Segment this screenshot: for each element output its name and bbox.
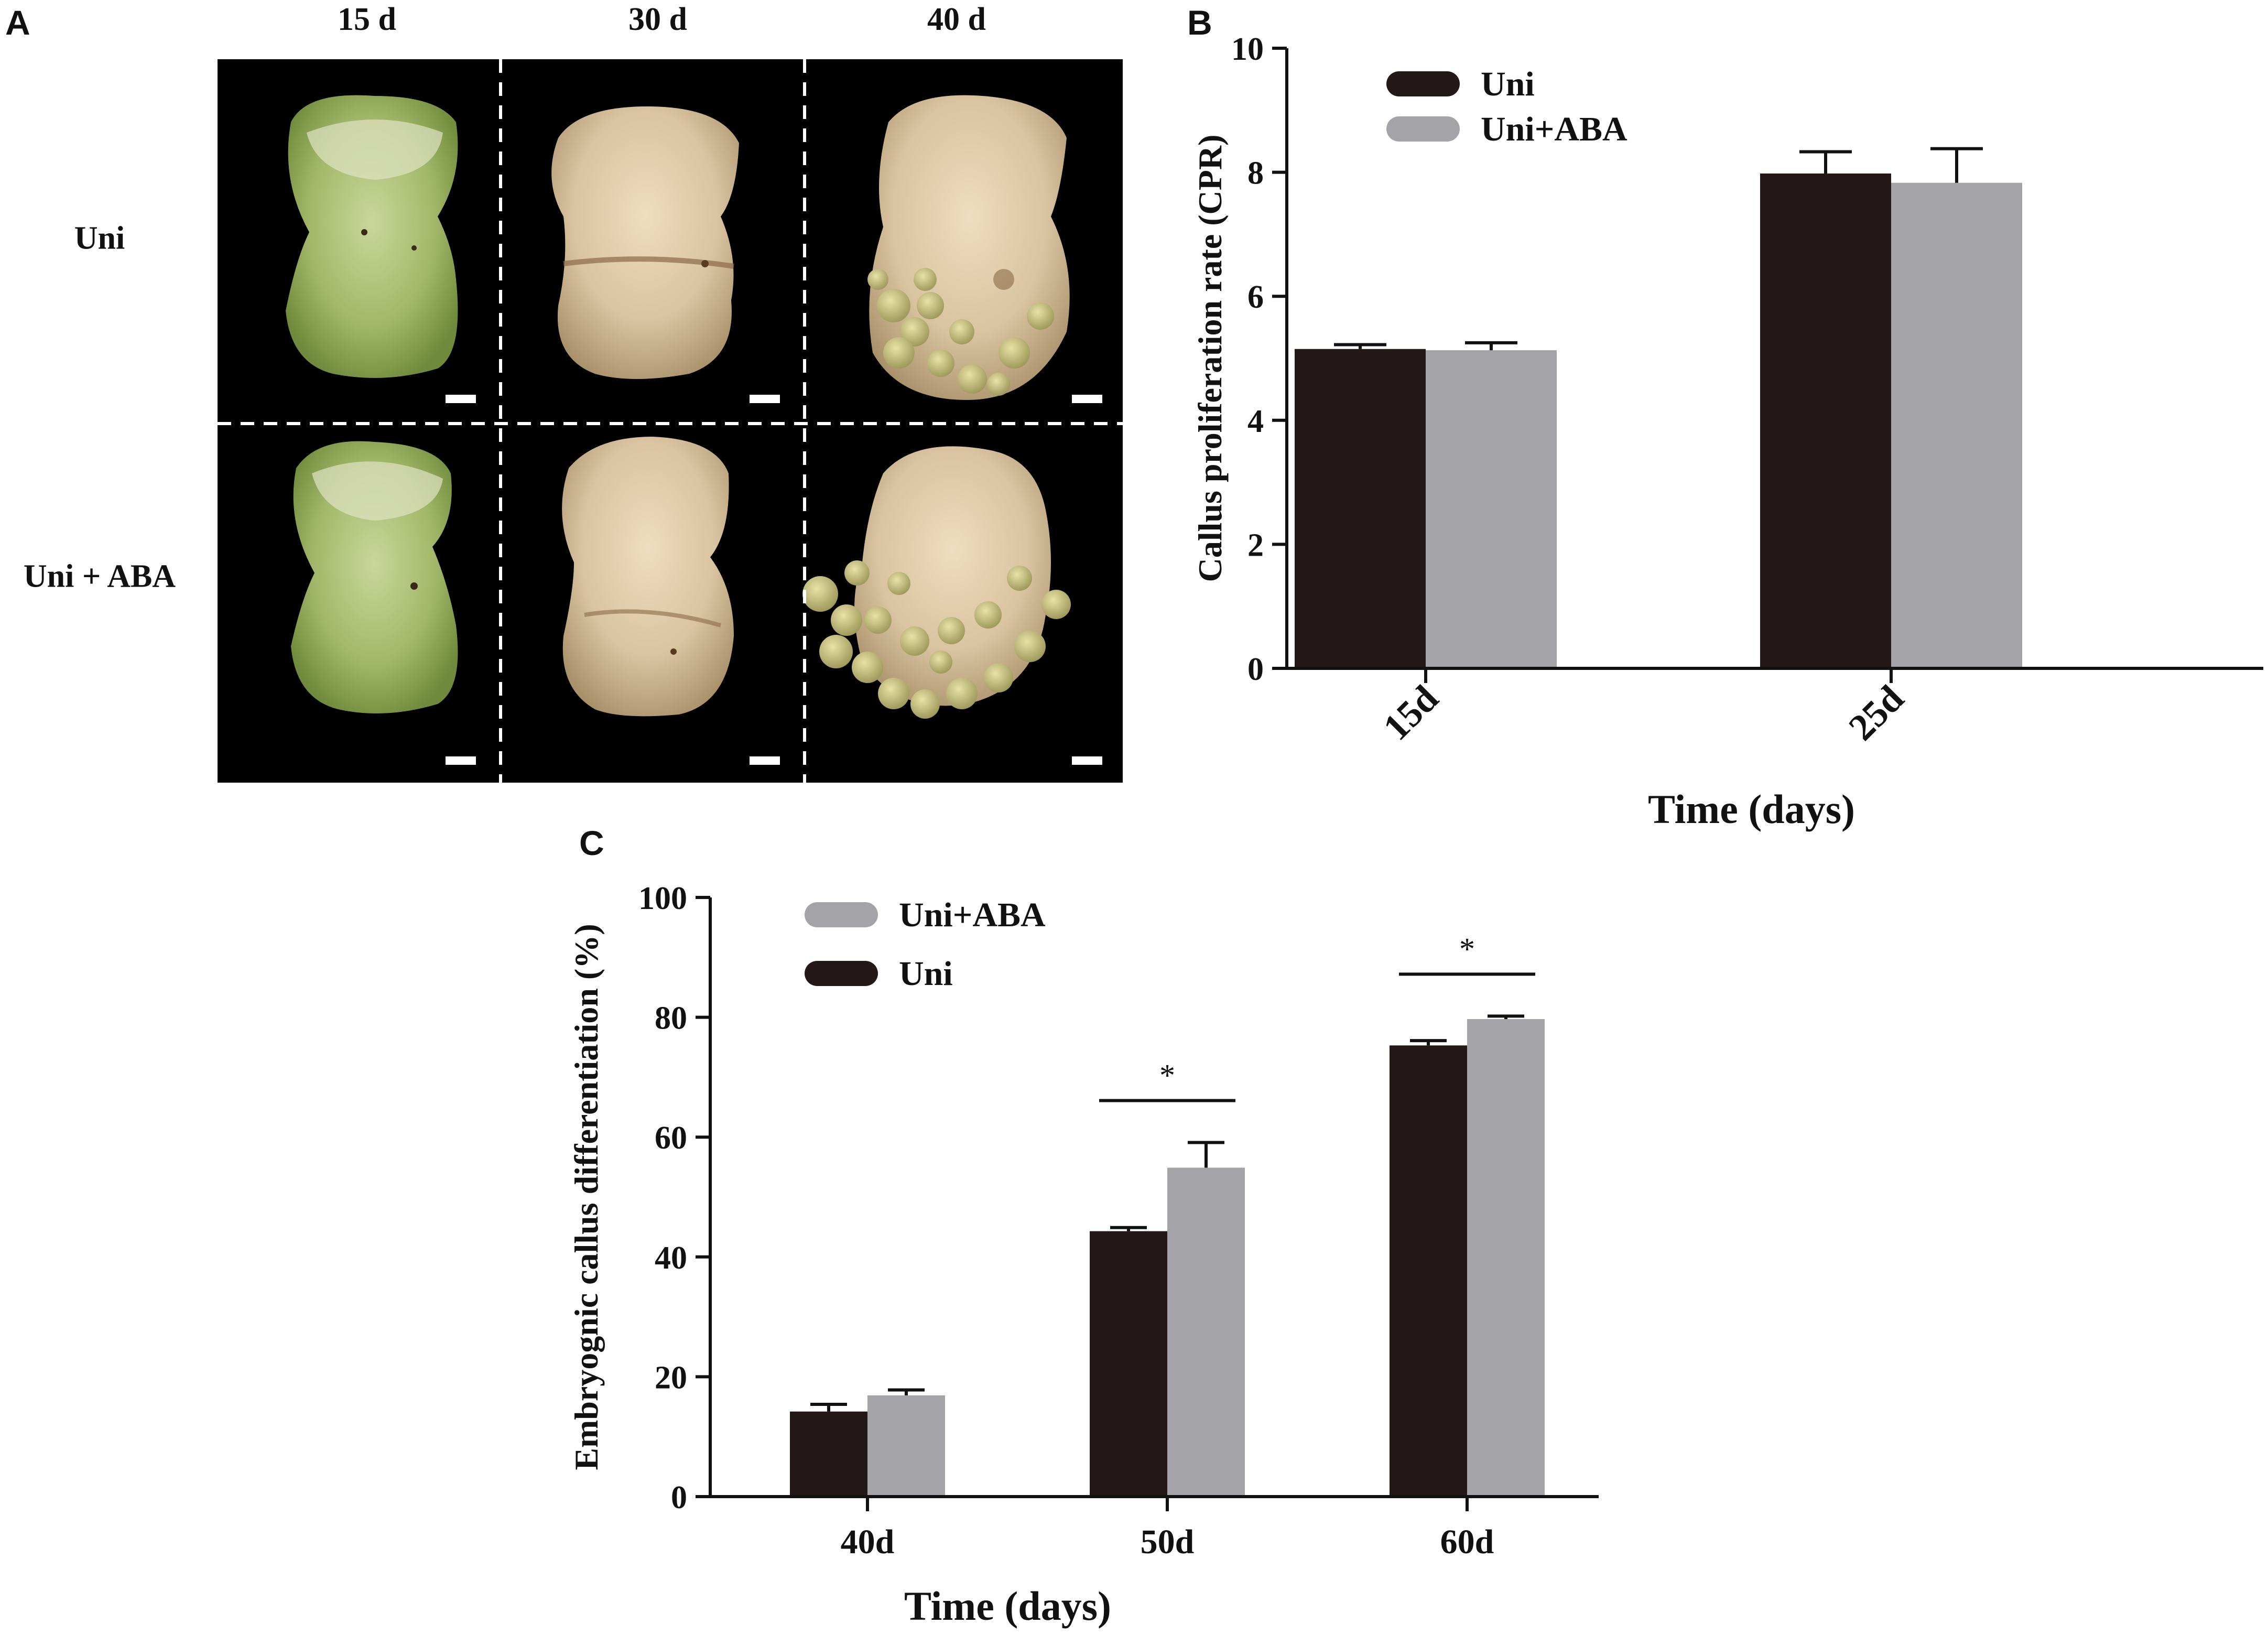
row-title-uni: Uni xyxy=(74,220,125,256)
y-tick-label: 10 xyxy=(1231,31,1264,67)
chart-b-tick-labels: 0 2 4 6 8 10 xyxy=(1231,31,1264,687)
bar-uni-aba-25d xyxy=(1891,182,2022,668)
panel-letter-c: C xyxy=(579,824,604,862)
y-tick-label: 0 xyxy=(1247,652,1264,687)
callus-photos xyxy=(218,59,1123,783)
callus-uni-30d xyxy=(551,106,739,379)
bar-uni-15d xyxy=(1295,349,1426,668)
chart-c-y-axis-label: Embryognic callus differentiation (%) xyxy=(568,924,605,1470)
callus-photo-grid xyxy=(218,59,1123,783)
bar-uni-aba-50d xyxy=(1167,1167,1245,1497)
chart-b-axes xyxy=(1272,47,2263,683)
chart-c-tick-labels: 0 20 40 60 80 100 xyxy=(638,881,687,1515)
legend-label-uni: Uni xyxy=(899,955,953,993)
bar-uni-40d xyxy=(790,1411,867,1497)
x-tick-label: 50d xyxy=(1141,1523,1195,1561)
row-title-uni-aba: Uni + ABA xyxy=(23,558,176,594)
chart-c-x-axis-label: Time (days) xyxy=(904,1583,1111,1629)
significance-mark-50d: * xyxy=(1159,1058,1175,1092)
chart-c-category-labels: 40d 50d 60d xyxy=(841,1523,1494,1561)
bar-uni-60d xyxy=(1390,1045,1467,1497)
legend-swatch-uni xyxy=(1386,71,1460,96)
y-tick-label: 0 xyxy=(671,1480,687,1515)
bar-uni-aba-40d xyxy=(867,1395,945,1497)
bar-uni-aba-60d xyxy=(1467,1019,1545,1497)
y-tick-label: 20 xyxy=(655,1360,687,1395)
y-tick-label: 8 xyxy=(1247,156,1264,191)
legend-swatch-uni-aba xyxy=(805,902,878,927)
column-title-15d: 15 d xyxy=(338,2,396,37)
chart-c-legend: Uni+ABA Uni xyxy=(805,896,1046,993)
y-tick-label: 80 xyxy=(655,1001,687,1036)
bar-uni-25d xyxy=(1760,173,1891,668)
y-tick-label: 6 xyxy=(1247,279,1264,315)
y-tick-label: 40 xyxy=(655,1240,687,1276)
panel-letter-b: B xyxy=(1187,3,1212,42)
bar-uni-50d xyxy=(1090,1231,1167,1497)
y-tick-label: 4 xyxy=(1247,404,1264,439)
column-title-40d: 40 d xyxy=(927,2,986,37)
legend-swatch-uni-aba xyxy=(1386,116,1460,142)
y-tick-label: 100 xyxy=(638,881,687,916)
scale-bars xyxy=(446,395,1102,765)
chart-c-axes xyxy=(696,896,1599,1511)
chart-c-significance: ** xyxy=(1099,932,1535,1102)
callus-uni-aba-30d xyxy=(562,437,734,717)
column-title-30d: 30 d xyxy=(628,2,687,37)
chart-b-bars xyxy=(1295,147,2022,668)
bar-uni-aba-15d xyxy=(1426,350,1557,668)
y-tick-label: 60 xyxy=(655,1120,687,1156)
callus-uni-aba-15d xyxy=(291,441,458,713)
legend-swatch-uni xyxy=(805,961,878,986)
callus-uni-aba-40d xyxy=(802,446,1071,719)
x-tick-label: 40d xyxy=(841,1523,895,1561)
y-tick-label: 2 xyxy=(1247,527,1264,563)
panel-letter-a: A xyxy=(5,3,30,42)
legend-label-uni-aba: Uni+ABA xyxy=(899,896,1046,934)
chart-b-y-axis-label: Callus proliferation rate (CPR) xyxy=(1191,135,1229,582)
chart-b-legend: Uni Uni+ABA xyxy=(1386,65,1627,148)
legend-label-uni-aba: Uni+ABA xyxy=(1481,110,1627,148)
x-tick-label: 60d xyxy=(1440,1523,1494,1561)
callus-uni-40d xyxy=(867,95,1070,400)
callus-uni-15d xyxy=(286,95,458,378)
chart-b-x-axis-label: Time (days) xyxy=(1648,786,1855,832)
chart-c-bars xyxy=(790,1014,1545,1497)
legend-label-uni: Uni xyxy=(1481,65,1535,103)
significance-mark-60d: * xyxy=(1459,932,1475,966)
